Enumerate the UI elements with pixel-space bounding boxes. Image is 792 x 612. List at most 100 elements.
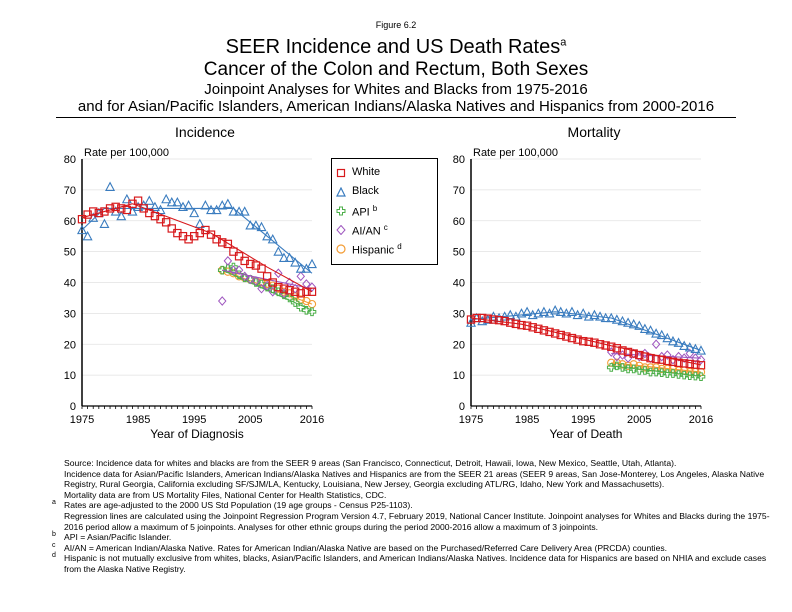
data-point (161, 218, 171, 227)
footnote-text: Rates are age-adjusted to the 2000 US St… (64, 500, 413, 511)
data-point (662, 332, 673, 343)
data-point (612, 361, 622, 371)
data-point (573, 335, 582, 344)
legend-label: White (352, 166, 381, 178)
data-point (618, 346, 627, 355)
regression-line (81, 207, 313, 274)
data-point (246, 259, 255, 269)
data-point (640, 363, 650, 372)
data-point (595, 311, 606, 321)
x-tick-label: 2005 (627, 414, 651, 426)
data-point (149, 201, 160, 212)
data-point (472, 313, 481, 323)
y-tick-label: 70 (453, 185, 465, 197)
data-point (189, 207, 200, 218)
data-point (166, 196, 177, 207)
title-divider (56, 117, 736, 118)
data-point (635, 350, 644, 360)
y-tick-label: 30 (453, 308, 465, 320)
data-point (657, 364, 666, 374)
data-point (668, 357, 678, 367)
data-point (285, 286, 294, 295)
data-point (691, 371, 700, 381)
data-point (167, 224, 176, 233)
data-point (217, 200, 228, 210)
y-tick-label: 30 (64, 308, 76, 320)
data-point (267, 234, 278, 244)
data-point (200, 200, 211, 210)
data-point (278, 252, 289, 262)
data-point (562, 332, 571, 341)
data-point (257, 264, 266, 273)
data-point (555, 306, 566, 316)
footnote-mark: a (52, 499, 56, 507)
data-point (578, 336, 588, 346)
data-point (295, 263, 306, 273)
data-point (206, 230, 216, 239)
data-point (550, 305, 561, 315)
data-point (306, 258, 318, 269)
data-point (656, 329, 667, 340)
data-point (663, 369, 672, 378)
legend: White Black API b AI/AN c Hispanic d (331, 158, 438, 265)
data-point (250, 220, 261, 230)
data-point (639, 323, 650, 333)
y-tick-label: 10 (453, 370, 465, 382)
legend-item-white: White (336, 166, 381, 178)
data-point (201, 225, 210, 235)
data-point (257, 283, 266, 294)
data-point (121, 193, 132, 204)
data-point (139, 204, 148, 213)
legend-item-api: API b (336, 204, 378, 219)
data-point (528, 323, 537, 332)
data-point (273, 246, 284, 256)
legend-item-hispanic: Hispanic d (336, 242, 402, 257)
legend-label: API (352, 206, 370, 219)
data-point (116, 210, 127, 221)
data-point (696, 361, 706, 370)
data-point (556, 330, 565, 340)
data-point (218, 238, 227, 247)
data-point (133, 196, 143, 205)
data-point (667, 335, 678, 346)
data-point (640, 352, 650, 361)
data-point (651, 328, 662, 338)
data-point (679, 370, 689, 380)
y-tick-label: 10 (64, 370, 76, 382)
figure-label: Figure 6.2 (375, 20, 417, 30)
data-point (668, 369, 678, 378)
legend-footnote-mark: b (372, 204, 378, 213)
data-point (302, 287, 311, 296)
data-point (105, 181, 116, 191)
footnote-mark: b (52, 531, 56, 539)
data-point (651, 339, 661, 350)
regression-line (81, 203, 313, 293)
data-point (290, 298, 300, 307)
data-point (663, 350, 672, 360)
data-point (674, 370, 683, 379)
data-point (646, 353, 655, 363)
data-point (634, 366, 644, 375)
data-point (290, 287, 300, 296)
data-point (600, 312, 611, 323)
data-point (572, 309, 583, 320)
x-tick-label: 2005 (238, 414, 262, 426)
footnote-source-2: Incidence data for Asian/Pacific Islande… (64, 468, 765, 490)
data-point (89, 207, 98, 216)
data-point (561, 308, 572, 318)
x-tick-label: 1995 (182, 414, 206, 426)
data-point (539, 326, 549, 335)
data-point (590, 338, 599, 347)
y-tick-label: 40 (453, 278, 465, 290)
data-point (223, 239, 233, 249)
data-point (657, 368, 667, 377)
data-point (567, 333, 577, 343)
data-point (223, 264, 233, 273)
data-point (629, 360, 638, 369)
data-point (657, 355, 666, 364)
footnote-mark: c (52, 541, 56, 549)
data-point (229, 262, 238, 272)
data-point (684, 342, 695, 352)
data-point (478, 313, 487, 323)
data-point (290, 257, 301, 267)
